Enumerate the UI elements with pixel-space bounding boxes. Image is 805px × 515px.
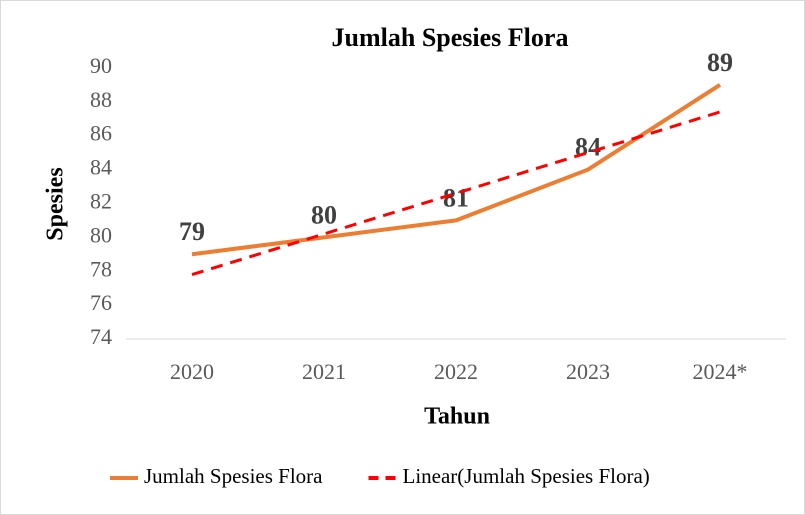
y-tick-label: 74 bbox=[90, 324, 112, 349]
data-label: 79 bbox=[179, 217, 205, 246]
y-tick-label: 90 bbox=[90, 53, 112, 78]
line-series bbox=[191, 83, 722, 257]
y-tick-label: 84 bbox=[90, 155, 112, 180]
data-label: 81 bbox=[443, 183, 469, 212]
y-tick-label: 88 bbox=[90, 87, 112, 112]
y-tick-label: 80 bbox=[90, 222, 112, 247]
x-tick-label: 2024* bbox=[693, 359, 748, 384]
y-tick-label: 76 bbox=[90, 290, 112, 315]
data-label: 80 bbox=[311, 200, 337, 229]
y-tick-label: 82 bbox=[90, 188, 112, 213]
legend-label: Jumlah Spesies Flora bbox=[144, 464, 323, 488]
x-tick-label: 2023 bbox=[566, 359, 610, 384]
data-label: 89 bbox=[707, 48, 733, 77]
y-axis-title: Spesies bbox=[43, 167, 69, 240]
chart-title: Jumlah Spesies Flora bbox=[332, 23, 569, 52]
y-tick-label: 78 bbox=[90, 256, 112, 281]
y-tick-label: 86 bbox=[90, 121, 112, 146]
x-tick-label: 2021 bbox=[302, 359, 346, 384]
x-axis-title: Tahun bbox=[424, 404, 490, 430]
x-tick-label: 2022 bbox=[434, 359, 478, 384]
line-series bbox=[191, 110, 721, 277]
data-label: 84 bbox=[575, 133, 601, 162]
x-tick-label: 2020 bbox=[170, 359, 214, 384]
legend-label: Linear(Jumlah Spesies Flora) bbox=[403, 464, 650, 488]
